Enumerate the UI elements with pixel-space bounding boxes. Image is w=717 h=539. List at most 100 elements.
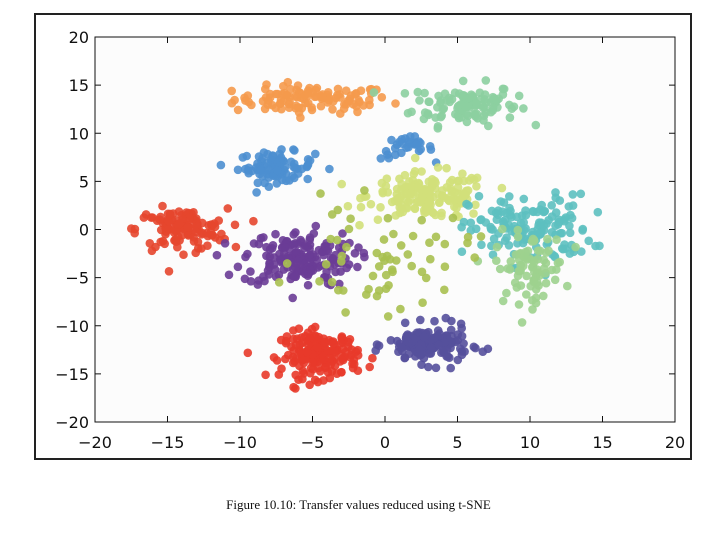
- scatter-point: [447, 175, 457, 185]
- scatter-point: [331, 267, 340, 277]
- scatter-point: [521, 206, 530, 215]
- y-tick-label: −20: [55, 413, 89, 432]
- scatter-point: [305, 380, 315, 390]
- scatter-point: [557, 244, 567, 253]
- scatter-point: [356, 202, 366, 212]
- scatter-point: [277, 364, 286, 374]
- scatter-point: [286, 84, 295, 94]
- scatter-point: [442, 163, 451, 173]
- scatter-point: [421, 273, 431, 283]
- scatter-point: [565, 228, 575, 238]
- scatter-point: [418, 298, 427, 308]
- scatter-point: [405, 177, 414, 186]
- scatter-point: [413, 183, 423, 192]
- scatter-point: [274, 278, 284, 287]
- scatter-point: [419, 332, 429, 342]
- scatter-point: [383, 213, 393, 223]
- scatter-point: [433, 163, 443, 172]
- scatter-point: [271, 229, 280, 239]
- scatter-point: [379, 235, 389, 244]
- scatter-point: [431, 113, 440, 122]
- y-tick-label: 20: [69, 28, 89, 47]
- scatter-point: [220, 239, 230, 248]
- scatter-point: [492, 256, 501, 265]
- scatter-point: [313, 377, 323, 387]
- scatter-point: [403, 250, 413, 259]
- scatter-point: [469, 209, 478, 218]
- scatter-point: [241, 164, 250, 174]
- scatter-point: [342, 263, 352, 273]
- scatter-point: [434, 340, 444, 350]
- x-tick-label: 5: [452, 433, 462, 452]
- scatter-point: [425, 349, 434, 358]
- scatter-point: [253, 178, 263, 188]
- scatter-point: [191, 227, 201, 237]
- scatter-point: [412, 140, 421, 149]
- scatter-point: [529, 236, 539, 245]
- scatter-point: [511, 250, 521, 259]
- scatter-point: [238, 153, 248, 162]
- scatter-point: [428, 207, 437, 217]
- scatter-point: [321, 260, 331, 269]
- scatter-point: [247, 100, 256, 110]
- scatter-point: [341, 86, 351, 95]
- scatter-point: [164, 216, 174, 226]
- scatter-point: [430, 316, 439, 326]
- scatter-point: [373, 215, 383, 224]
- scatter-point: [391, 211, 401, 220]
- scatter-point: [202, 228, 212, 238]
- scatter-point: [291, 228, 300, 237]
- scatter-point: [425, 238, 434, 247]
- scatter-point: [303, 88, 313, 98]
- scatter-point: [460, 347, 469, 356]
- y-tick-label: −15: [55, 365, 89, 384]
- scatter-point: [254, 239, 264, 249]
- scatter-point: [400, 89, 410, 98]
- scatter-point: [404, 137, 414, 146]
- scatter-point: [417, 360, 426, 370]
- scatter-point: [329, 339, 338, 348]
- x-tick-label: −5: [301, 433, 325, 452]
- scatter-point: [498, 296, 508, 306]
- scatter-point: [377, 93, 387, 102]
- scatter-point: [316, 189, 325, 198]
- scatter-point: [441, 313, 451, 323]
- scatter-point: [505, 265, 515, 274]
- scatter-point: [494, 206, 503, 215]
- scatter-point: [437, 211, 446, 221]
- scatter-point: [353, 366, 363, 376]
- scatter-point: [349, 100, 358, 109]
- scatter-point: [305, 233, 315, 242]
- scatter-point: [269, 260, 279, 269]
- scatter-points: [127, 76, 604, 393]
- scatter-point: [519, 261, 528, 271]
- scatter-point: [468, 91, 477, 101]
- scatter-point: [469, 109, 479, 119]
- scatter-point: [541, 278, 551, 288]
- scatter-point: [233, 105, 243, 115]
- scatter-point: [290, 173, 299, 183]
- scatter-point: [291, 384, 300, 393]
- scatter-point: [407, 107, 416, 117]
- scatter-point: [368, 271, 378, 281]
- scatter-point: [302, 347, 312, 357]
- scatter-point: [502, 288, 511, 298]
- scatter-point: [339, 104, 349, 113]
- scatter-point: [466, 218, 476, 228]
- y-tick-label: −10: [55, 317, 89, 336]
- scatter-point: [536, 218, 546, 227]
- scatter-point: [156, 237, 165, 247]
- scatter-point: [440, 239, 450, 249]
- y-tick-label: 0: [79, 221, 89, 240]
- scatter-point: [440, 285, 449, 295]
- scatter-point: [337, 338, 346, 348]
- scatter-point: [261, 370, 270, 380]
- scatter-point: [344, 224, 354, 234]
- axes: −20 −15 −10 −5 0 5 10 15 20 20 15 10 5 0 −5 −10 −15 −20: [55, 28, 685, 452]
- scatter-point: [386, 336, 396, 345]
- scatter-point: [537, 200, 546, 210]
- scatter-point: [326, 234, 336, 244]
- scatter-point: [396, 241, 406, 250]
- scatter-point: [269, 253, 279, 262]
- scatter-point: [364, 284, 373, 294]
